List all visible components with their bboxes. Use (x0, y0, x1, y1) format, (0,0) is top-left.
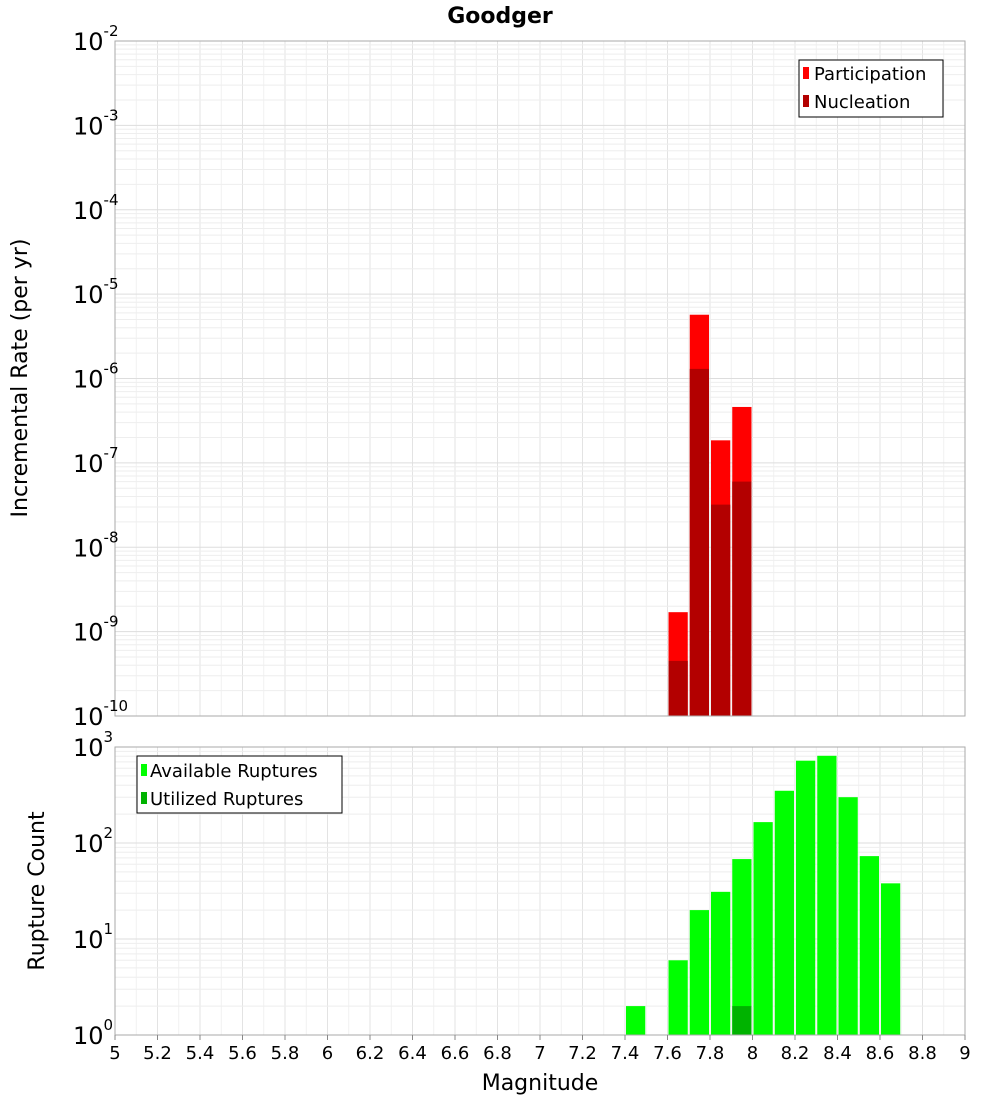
bar-rate-series1 (732, 481, 752, 716)
x-ticks: 5 5.2 5.4 5.6 5.8 6 6.2 6.4 6.6 6.8 7 7.2 7.4 7.6 7.8 8… (109, 1035, 971, 1064)
y-tick-label-count: 102 (73, 824, 113, 858)
y-tick-label-count: 103 (73, 728, 113, 762)
x-tick-label: 6.2 (356, 1043, 385, 1064)
bar-count-series0 (668, 960, 688, 1035)
y-tick-label-count: 101 (73, 920, 113, 954)
y-tick-label-rate: 10-3 (73, 106, 119, 140)
y-tick-label-rate: 10-5 (73, 275, 119, 309)
top-panel-bars (668, 314, 752, 716)
bottom-y-ticks: 100 101 102 103 (73, 728, 113, 1050)
x-tick-label: 5 (109, 1043, 120, 1064)
top-legend: Participation Nucleation (798, 59, 944, 118)
x-tick-label: 7.6 (653, 1043, 682, 1064)
bar-count-series0 (881, 883, 901, 1035)
legend-label-participation: Participation (814, 64, 926, 85)
bottom-panel-bars (626, 755, 901, 1035)
x-tick-label: 5.6 (228, 1043, 257, 1064)
x-tick-label: 8.6 (866, 1043, 895, 1064)
x-tick-label: 7.4 (611, 1043, 640, 1064)
top-plot-frame (114, 40, 966, 717)
legend-label-available: Available Ruptures (150, 761, 318, 782)
y-tick-label-count: 100 (73, 1016, 113, 1050)
x-tick-label: 7.8 (696, 1043, 725, 1064)
bar-count-series0 (711, 891, 731, 1035)
x-tick-label: 9 (959, 1043, 970, 1064)
x-axis-label: Magnitude (482, 1071, 599, 1096)
bar-count-series0 (689, 910, 709, 1035)
x-tick-label: 6 (322, 1043, 333, 1064)
x-tick-label: 6.8 (483, 1043, 512, 1064)
legend-swatch-available (141, 764, 147, 776)
top-y-axis-label: Incremental Rate (per yr) (8, 239, 33, 518)
x-tick-label: 5.2 (143, 1043, 172, 1064)
x-tick-label: 6.4 (398, 1043, 427, 1064)
bar-count-series0 (817, 755, 837, 1035)
chart-title: Goodger (447, 4, 553, 29)
x-tick-label: 5.4 (186, 1043, 215, 1064)
bar-count-series0 (838, 797, 858, 1035)
bar-rate-series1 (668, 660, 688, 716)
x-tick-label: 7 (534, 1043, 545, 1064)
bar-rate-series1 (689, 368, 709, 716)
bottom-legend: Available Ruptures Utilized Ruptures (136, 755, 343, 814)
y-tick-label-rate: 10-8 (73, 528, 119, 562)
x-tick-label: 5.8 (271, 1043, 300, 1064)
x-tick-label: 8.8 (908, 1043, 937, 1064)
legend-label-nucleation: Nucleation (814, 92, 910, 113)
bar-count-series0 (732, 859, 752, 1035)
y-tick-label-rate: 10-4 (73, 191, 119, 225)
top-panel-grid (114, 41, 966, 717)
x-tick-label: 6.6 (441, 1043, 470, 1064)
x-tick-label: 7.2 (568, 1043, 597, 1064)
bar-count-series0 (753, 822, 773, 1035)
bar-count-series0 (796, 760, 816, 1035)
y-tick-label-rate: 10-9 (73, 613, 119, 647)
x-tick-label: 8.4 (823, 1043, 852, 1064)
legend-swatch-participation (803, 67, 809, 79)
legend-swatch-utilized (141, 792, 147, 804)
y-tick-label-rate: 10-6 (73, 360, 119, 394)
x-tick-label: 8 (747, 1043, 758, 1064)
bottom-y-axis-label: Rupture Count (25, 811, 50, 971)
legend-label-utilized: Utilized Ruptures (150, 789, 303, 810)
y-tick-label-rate: 10-10 (73, 697, 128, 731)
bar-count-series0 (626, 1006, 646, 1035)
bar-count-series0 (859, 856, 879, 1035)
y-tick-label-rate: 10-2 (73, 22, 119, 56)
x-tick-label: 8.2 (781, 1043, 810, 1064)
bar-count-series0 (774, 790, 794, 1035)
bar-count-series1 (732, 1006, 752, 1035)
top-y-ticks: 10-10 10-9 10-8 10-7 10-6 10-5 10-4 10-3 10-2 (73, 22, 128, 731)
bar-rate-series1 (711, 504, 731, 716)
legend-swatch-nucleation (803, 95, 809, 107)
y-tick-label-rate: 10-7 (73, 444, 119, 478)
